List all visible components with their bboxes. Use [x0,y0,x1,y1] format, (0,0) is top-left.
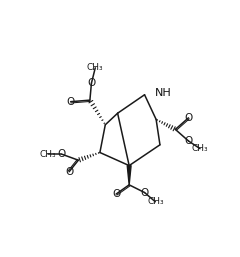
Text: O: O [65,167,73,177]
Text: O: O [184,113,192,123]
Text: O: O [57,149,66,159]
Text: O: O [184,136,192,146]
Text: CH₃: CH₃ [40,150,57,159]
Text: O: O [112,189,120,199]
Text: CH₃: CH₃ [147,197,164,206]
Text: CH₃: CH₃ [192,144,208,153]
Polygon shape [127,166,131,185]
Text: O: O [140,188,149,198]
Text: CH₃: CH₃ [87,63,104,72]
Text: NH: NH [155,88,171,98]
Text: O: O [87,78,96,88]
Text: O: O [66,97,75,107]
